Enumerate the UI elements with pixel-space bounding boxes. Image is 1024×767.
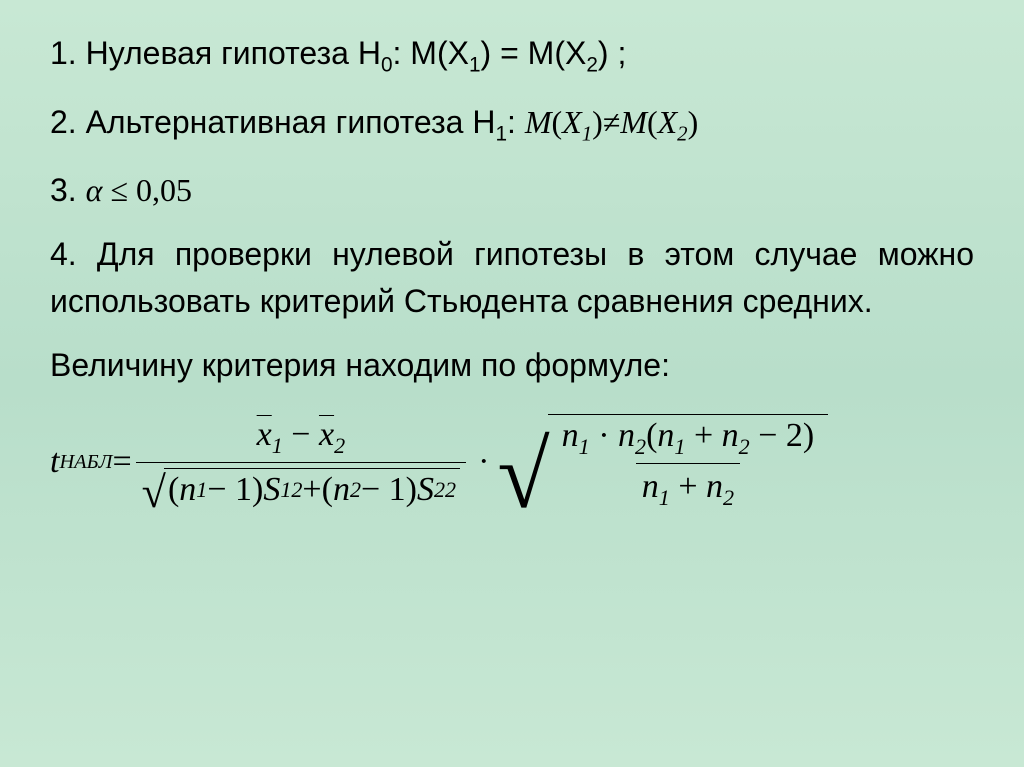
frac-left-den: √ (n1 − 1)S12 + (n2 − 1)S22: [136, 462, 466, 509]
d-o1: (: [168, 471, 179, 509]
frac-left-num: x1 − x2: [251, 416, 351, 463]
r-n1b: n: [657, 417, 674, 454]
formula-eq: =: [112, 443, 131, 481]
item-2-x2s: 2: [677, 122, 687, 145]
r-n2s: 2: [635, 433, 646, 458]
rd-plus: +: [670, 468, 706, 505]
fraction-right: n1 · n2(n1 + n2 − 2) n1 + n2: [556, 417, 821, 512]
formula-mult: ·: [478, 443, 489, 481]
r-n2b: n: [722, 417, 739, 454]
item-2-p2: ): [592, 104, 603, 140]
item-2-p1: (: [551, 104, 562, 140]
d-S2: S: [417, 471, 434, 509]
slide-content: 1. Нулевая гипотеза Н0: М(Х1) = М(Х2) ; …: [0, 0, 1024, 531]
d-S1p: 2: [291, 477, 302, 503]
r-n1bs: 1: [674, 433, 685, 458]
r-d1: ·: [590, 417, 618, 454]
r-n1: n: [562, 417, 579, 454]
d-c2: ): [406, 471, 417, 509]
d-o2: (: [322, 471, 333, 509]
num-s1: 1: [272, 432, 283, 457]
item-2-p3: (: [647, 104, 658, 140]
formula-t-sub: НАБЛ: [59, 451, 112, 474]
item-2: 2. Альтернативная гипотеза Н1: M(X1)≠M(X…: [50, 99, 974, 150]
d-n2s: 2: [350, 477, 361, 503]
num-minus: −: [283, 416, 319, 453]
item-2-text-a: Альтернативная гипотеза Н: [86, 104, 496, 140]
frac-right-num: n1 · n2(n1 + n2 − 2): [556, 417, 821, 464]
rd-n1: n: [642, 468, 659, 505]
item-5: Величину критерия находим по формуле:: [50, 342, 974, 388]
d-plus: +: [302, 471, 321, 509]
item-1-text-a: Нулевая гипотеза Н: [86, 35, 381, 71]
rd-n1s: 1: [659, 485, 670, 510]
d-n1s: 1: [196, 477, 207, 503]
d-S1: S: [263, 471, 280, 509]
rd-n2s: 2: [723, 485, 734, 510]
item-2-text-b: :: [507, 104, 525, 140]
r-p1: +: [685, 417, 721, 454]
item-2-x1: X: [562, 104, 582, 140]
radical-right-icon: √: [497, 440, 549, 511]
item-1-text-b: : М(Х: [393, 35, 469, 71]
d-m1: − 1: [207, 471, 252, 509]
item-1-number: 1.: [50, 35, 77, 71]
item-4: 4. Для проверки нулевой гипотезы в этом …: [50, 231, 974, 324]
sqrt-right: √ n1 · n2(n1 + n2 − 2) n1 + n2: [497, 414, 828, 512]
d-m2: − 1: [361, 471, 406, 509]
r-c: ): [803, 417, 814, 454]
item-2-p4: ): [688, 104, 699, 140]
item-3: 3. α ≤ 0,05: [50, 167, 974, 213]
item-1-text-d: ) ;: [598, 35, 626, 71]
item-1-sub1: 1: [469, 53, 481, 76]
radical-icon: √: [142, 478, 166, 509]
r-n2bs: 2: [739, 433, 750, 458]
item-2-neq: ≠: [603, 104, 621, 140]
item-4-number: 4.: [50, 236, 77, 272]
d-S1s: 1: [280, 477, 291, 503]
radicand-right: n1 · n2(n1 + n2 − 2) n1 + n2: [548, 414, 829, 512]
d-S2s: 2: [434, 477, 445, 503]
fraction-left: x1 − x2 √ (n1 − 1)S12 + (n2 − 1)S22: [136, 416, 466, 510]
r-n1s: 1: [579, 433, 590, 458]
rd-n2: n: [706, 468, 723, 505]
d-n2: n: [333, 471, 350, 509]
item-3-val: 0,05: [136, 172, 192, 208]
item-2-math-b: M: [620, 104, 647, 140]
d-S2p: 2: [445, 477, 456, 503]
r-m2: − 2: [750, 417, 803, 454]
r-n2: n: [618, 417, 635, 454]
item-2-x2: X: [658, 104, 678, 140]
d-c1: ): [252, 471, 263, 509]
item-2-number: 2.: [50, 104, 77, 140]
item-5-text: Величину критерия находим по формуле:: [50, 347, 670, 383]
item-3-alpha: α: [86, 172, 103, 208]
item-3-le: ≤: [102, 172, 136, 208]
radicand-left: (n1 − 1)S12 + (n2 − 1)S22: [164, 468, 460, 509]
item-2-x1s: 1: [582, 122, 592, 145]
sqrt-left: √ (n1 − 1)S12 + (n2 − 1)S22: [142, 468, 460, 509]
item-4-text: Для проверки нулевой гипотезы в этом слу…: [50, 236, 974, 318]
formula: tНАБЛ = x1 − x2 √ (n1 − 1)S12 + (n2 − 1)…: [50, 414, 974, 512]
item-2-sub1: 1: [495, 122, 507, 145]
num-s2: 2: [334, 432, 345, 457]
item-1-text-c: ) = М(Х: [481, 35, 587, 71]
item-1-sub2: 2: [586, 53, 598, 76]
d-n1: n: [179, 471, 196, 509]
item-1: 1. Нулевая гипотеза Н0: М(Х1) = М(Х2) ;: [50, 30, 974, 81]
item-3-number: 3.: [50, 172, 77, 208]
item-2-math-a: M: [525, 104, 552, 140]
item-1-sub0: 0: [381, 53, 393, 76]
frac-right-den: n1 + n2: [636, 463, 740, 511]
num-x2: x: [319, 416, 334, 453]
r-o: (: [646, 417, 657, 454]
num-x1: x: [257, 416, 272, 453]
